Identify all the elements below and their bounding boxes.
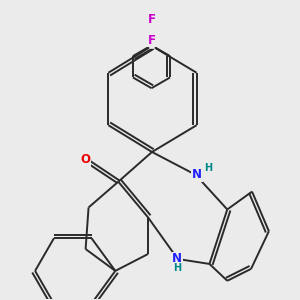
Text: N: N (192, 168, 202, 181)
Text: N: N (172, 253, 182, 266)
Text: O: O (81, 153, 91, 167)
Text: H: H (173, 263, 181, 274)
Text: F: F (148, 13, 156, 26)
Text: H: H (204, 163, 212, 173)
Text: F: F (148, 34, 155, 46)
